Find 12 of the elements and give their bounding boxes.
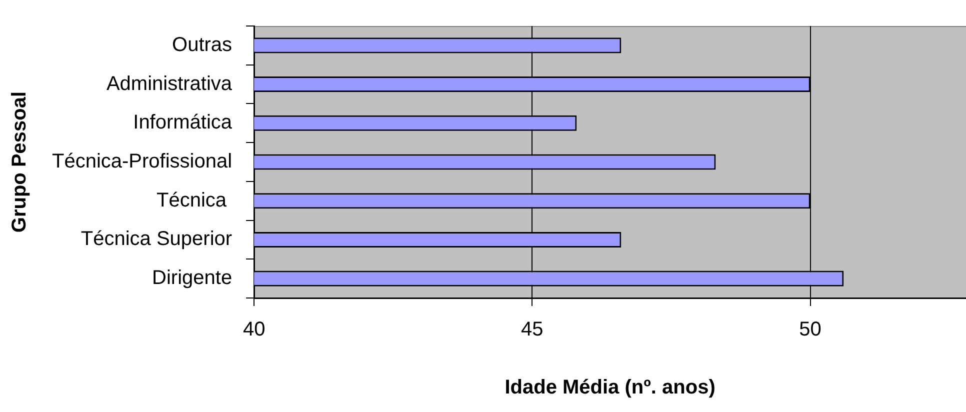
y-tick-label: Informática <box>133 112 233 134</box>
y-tick-label: Dirigente <box>152 267 232 290</box>
y-tick-label: Administrativa <box>106 72 233 95</box>
y-axis-title: Grupo Pessoal <box>8 91 31 233</box>
y-tick-label: Técnica Superior <box>80 228 232 250</box>
x-axis-title: Idade Média (nº. anos) <box>504 376 716 399</box>
x-tick-label: 45 <box>521 318 544 341</box>
y-tick-label: Técnica <box>156 189 232 212</box>
x-tick-label: 50 <box>799 318 822 341</box>
y-tick-label: Outras <box>172 34 232 56</box>
y-tick-label: Técnica-Profissional <box>52 150 232 173</box>
x-tick-label: 40 <box>242 318 266 341</box>
